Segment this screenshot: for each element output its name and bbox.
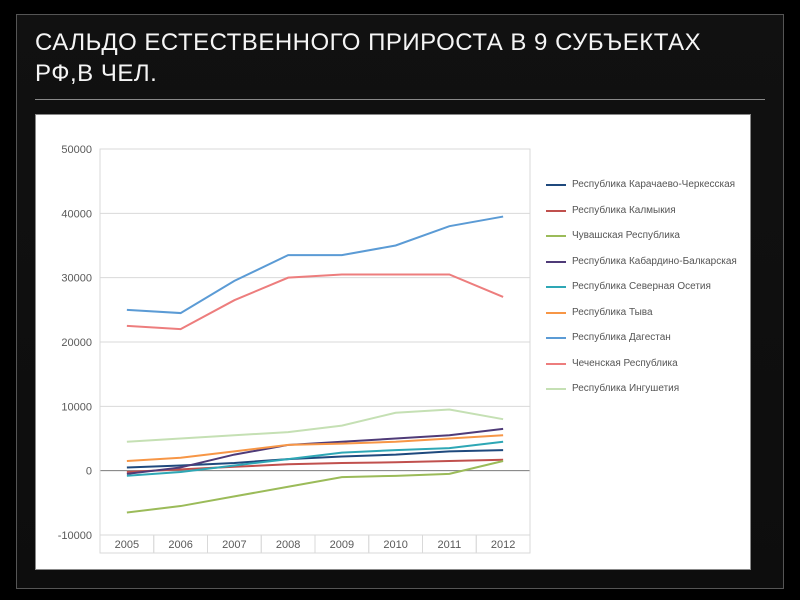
legend-label: Чеченская Республика [572, 358, 678, 370]
svg-text:10000: 10000 [61, 402, 92, 414]
legend-label: Республика Калмыкия [572, 205, 676, 217]
legend-swatch [546, 312, 566, 314]
legend-swatch [546, 184, 566, 186]
legend-item: Чувашская Республика [546, 230, 740, 242]
svg-text:40000: 40000 [61, 209, 92, 221]
legend-label: Республика Ингушетия [572, 383, 679, 395]
chart-frame: -10000 0 10000 20000 30000 40000 50000 2005 2006… [35, 114, 751, 570]
series-line [127, 275, 503, 330]
svg-text:2011: 2011 [438, 539, 462, 551]
legend-label: Республика Кабардино-Балкарская [572, 256, 737, 268]
legend-item: Республика Тыва [546, 307, 740, 319]
svg-text:30000: 30000 [61, 273, 92, 285]
series-line [127, 410, 503, 442]
svg-text:2006: 2006 [168, 539, 192, 551]
svg-text:2005: 2005 [115, 539, 139, 551]
legend-item: Республика Кабардино-Балкарская [546, 256, 740, 268]
svg-text:2008: 2008 [276, 539, 300, 551]
svg-text:50000: 50000 [61, 144, 92, 156]
legend-label: Республика Северная Осетия [572, 281, 711, 293]
legend-swatch [546, 235, 566, 237]
legend-item: Республика Ингушетия [546, 383, 740, 395]
legend-label: Республика Тыва [572, 307, 653, 319]
line-chart-svg: -10000 0 10000 20000 30000 40000 50000 2005 2006… [40, 119, 540, 565]
legend-label: Республика Дагестан [572, 332, 671, 344]
legend-item: Республика Дагестан [546, 332, 740, 344]
legend-item: Республика Северная Осетия [546, 281, 740, 293]
svg-text:2007: 2007 [222, 539, 246, 551]
series-line [127, 217, 503, 313]
legend-item: Республика Калмыкия [546, 205, 740, 217]
legend-swatch [546, 337, 566, 339]
legend-swatch [546, 210, 566, 212]
legend: Республика Карачаево-Черкесская Республик… [540, 119, 746, 565]
svg-text:-10000: -10000 [58, 530, 92, 542]
legend-item: Чеченская Республика [546, 358, 740, 370]
legend-swatch [546, 363, 566, 365]
slide-container: САЛЬДО ЕСТЕСТВЕННОГО ПРИРОСТА В 9 СУБЪЕК… [16, 14, 784, 589]
legend-swatch [546, 388, 566, 390]
slide-title: САЛЬДО ЕСТЕСТВЕННОГО ПРИРОСТА В 9 СУБЪЕК… [35, 27, 765, 89]
legend-swatch [546, 261, 566, 263]
chart-inner: -10000 0 10000 20000 30000 40000 50000 2005 2006… [40, 119, 746, 565]
title-divider [35, 99, 765, 100]
svg-text:2012: 2012 [491, 539, 515, 551]
svg-text:20000: 20000 [61, 337, 92, 349]
series-line [127, 450, 503, 467]
legend-label: Чувашская Республика [572, 230, 680, 242]
legend-item: Республика Карачаево-Черкесская [546, 179, 740, 191]
svg-text:2010: 2010 [383, 539, 407, 551]
plot-area: -10000 0 10000 20000 30000 40000 50000 2005 2006… [40, 119, 540, 565]
svg-text:2009: 2009 [330, 539, 354, 551]
legend-label: Республика Карачаево-Черкесская [572, 179, 735, 191]
svg-text:0: 0 [86, 466, 92, 478]
legend-swatch [546, 286, 566, 288]
